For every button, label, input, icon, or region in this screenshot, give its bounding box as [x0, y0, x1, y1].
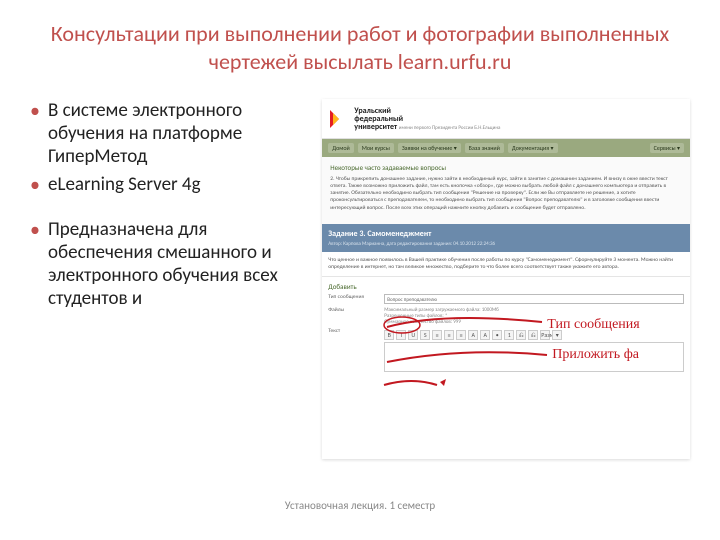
message-type-select[interactable]: Вопрос преподавателю [384, 294, 684, 304]
add-section-title: Добавить [328, 282, 684, 291]
university-name: Уральский федеральный университет имени … [354, 107, 500, 131]
screenshot-header: Уральский федеральный университет имени … [322, 99, 690, 139]
bullet-item: eLearning Server 4g [30, 173, 308, 196]
handwriting-annotation: Приложить фа [552, 347, 639, 363]
nav-services[interactable]: Сервисы ▾ [650, 143, 684, 153]
bullet-item: В системе электронного обучения на платф… [30, 99, 308, 169]
task-description: Что ценное и важное появилось в Вашей пр… [322, 252, 690, 277]
faq-title: Некоторые часто задаваемые вопросы [330, 163, 682, 172]
label-text: Текст [328, 328, 378, 334]
screenshot-nav: Домой Мои курсы Заявки на обучение ▾ Баз… [322, 139, 690, 157]
faq-text: 2. Чтобы прикрепить домашнее задание, ну… [330, 176, 682, 212]
nav-home[interactable]: Домой [328, 143, 353, 153]
label-type: Тип сообщения [328, 294, 378, 300]
nav-courses[interactable]: Мои курсы [358, 143, 394, 153]
slide-title: Консультации при выполнении работ и фото… [30, 20, 690, 75]
editor-body[interactable] [384, 342, 684, 372]
nav-apply[interactable]: Заявки на обучение ▾ [398, 143, 461, 153]
bullet-column: В системе электронного обучения на платф… [30, 99, 308, 459]
urfu-logo-icon [330, 110, 348, 128]
handwriting-annotation: Тип сообщения [547, 317, 639, 333]
label-files: Файлы [328, 307, 378, 313]
task-header: Задание 3. Самоменеджмент Автор: Карпова… [322, 224, 690, 252]
nav-kb[interactable]: База знаний [465, 143, 504, 153]
nav-docs[interactable]: Документация ▾ [508, 143, 558, 153]
screenshot: Уральский федеральный университет имени … [322, 99, 690, 459]
footer-text: Установочная лекция. 1 семестр [285, 499, 435, 512]
bullet-item: Предназначена для обеспечения смешанного… [30, 218, 308, 311]
